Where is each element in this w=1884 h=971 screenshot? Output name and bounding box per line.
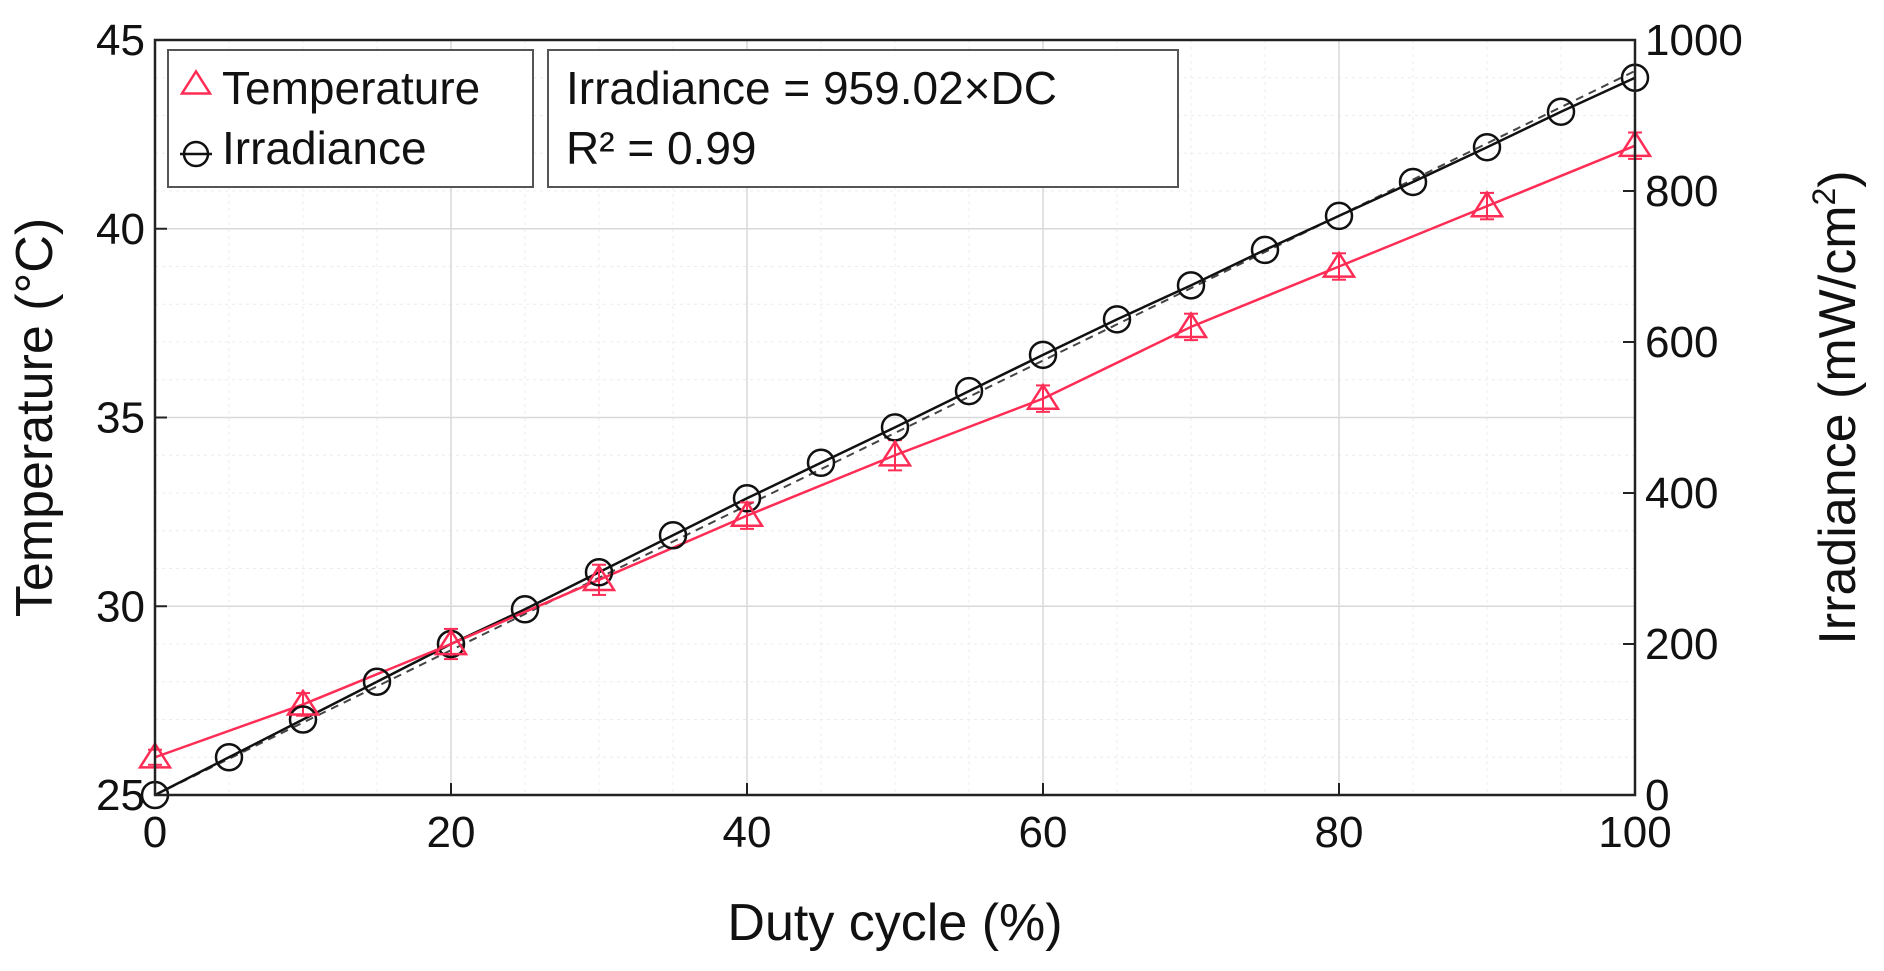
legend-irradiance-marker — [180, 140, 212, 168]
right-y-tick-label: 200 — [1645, 620, 1718, 669]
irradiance-point — [954, 376, 984, 406]
fit-r-squared: R² = 0.99 — [566, 122, 757, 174]
right-y-tick-label: 600 — [1645, 318, 1718, 367]
irradiance-line — [154, 76, 1636, 797]
temperature-point — [877, 439, 913, 467]
fit-annotation-box — [547, 49, 1179, 188]
temperature-point — [1469, 190, 1505, 218]
left-y-tick-label: 35 — [96, 394, 145, 443]
temperature-point — [285, 688, 321, 716]
fit-line-layer — [154, 70, 1636, 796]
series-layer — [137, 63, 1653, 810]
temperature-point — [581, 563, 617, 592]
right-y-tick-label: 400 — [1645, 469, 1718, 518]
x-tick-label: 100 — [1598, 808, 1671, 857]
x-tick-label: 20 — [427, 808, 476, 857]
x-axis-title: Duty cycle (%) — [727, 894, 1062, 952]
irradiance-point — [1472, 132, 1502, 162]
fit-line — [154, 70, 1636, 796]
irradiance-point — [214, 743, 244, 772]
left-y-tick-label: 45 — [96, 16, 145, 65]
left-y-axis-title: Temperature (°C) — [6, 218, 64, 617]
right-y-axis-title-superscript: 2 — [1806, 188, 1842, 206]
irradiance-point — [1102, 305, 1132, 334]
left-y-tick-label: 30 — [96, 582, 145, 631]
x-tick-label: 80 — [1315, 808, 1364, 857]
irradiance-point — [288, 705, 318, 734]
legend-triangle — [179, 69, 213, 95]
right-y-tick-label: 0 — [1645, 771, 1669, 820]
legend-box — [167, 49, 534, 188]
temperature-point — [729, 499, 765, 528]
left-y-tick-label: 25 — [96, 771, 145, 820]
irradiance-point — [1250, 235, 1280, 265]
irradiance-point — [806, 448, 836, 478]
irradiance-point — [1398, 167, 1428, 197]
fit-annotation: Irradiance = 959.02×DC R² = 0.99 — [547, 49, 1179, 188]
temperature-point — [1025, 382, 1061, 410]
temperature-point — [433, 628, 469, 656]
irradiance-point — [1028, 340, 1058, 370]
right-y-axis-title-close: ) — [1809, 170, 1867, 187]
irradiance-point — [658, 521, 688, 550]
fit-equation: Irradiance = 959.02×DC — [566, 62, 1057, 114]
right-y-tick-label: 800 — [1645, 167, 1718, 216]
tick-labels: 0 20 40 60 80 100 25 30 35 40 45 0 200 400 600 800 1000 — [96, 16, 1743, 857]
legend-temperature-marker — [179, 69, 213, 95]
irradiance-point — [1176, 271, 1206, 300]
irradiance-point — [1546, 97, 1576, 126]
irradiance-point — [584, 558, 614, 587]
irradiance-point — [362, 667, 392, 696]
legend-irradiance-label: Irradiance — [222, 122, 427, 174]
right-y-axis-title-main: Irradiance (mW/cm — [1809, 205, 1867, 644]
x-tick-label: 60 — [1019, 808, 1068, 857]
right-y-tick-label: 1000 — [1645, 16, 1743, 65]
legend: Temperature Irradiance — [167, 49, 534, 188]
irradiance-point — [510, 595, 540, 624]
left-y-tick-label: 40 — [96, 205, 145, 254]
x-tick-label: 0 — [143, 808, 167, 857]
legend-temperature-label: Temperature — [222, 62, 480, 114]
right-y-axis-title: Irradiance (mW/cm2) — [1806, 170, 1867, 644]
x-tick-label: 40 — [723, 808, 772, 857]
irradiance-point — [732, 484, 762, 513]
axes — [153, 38, 1637, 797]
temperature-point — [1321, 250, 1357, 278]
irradiance-point — [1324, 201, 1354, 231]
temperature-point — [1173, 311, 1209, 339]
